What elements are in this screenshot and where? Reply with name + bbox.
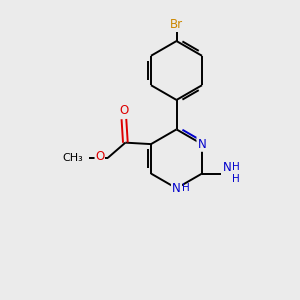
Text: H: H	[232, 174, 240, 184]
Text: N: N	[172, 182, 181, 195]
Text: H: H	[232, 162, 240, 172]
Text: N: N	[198, 138, 206, 151]
Text: CH₃: CH₃	[62, 153, 83, 163]
Text: Br: Br	[170, 18, 183, 32]
Text: O: O	[119, 104, 128, 117]
Text: O: O	[95, 150, 104, 163]
Text: N: N	[223, 160, 231, 174]
Text: H: H	[182, 183, 190, 193]
